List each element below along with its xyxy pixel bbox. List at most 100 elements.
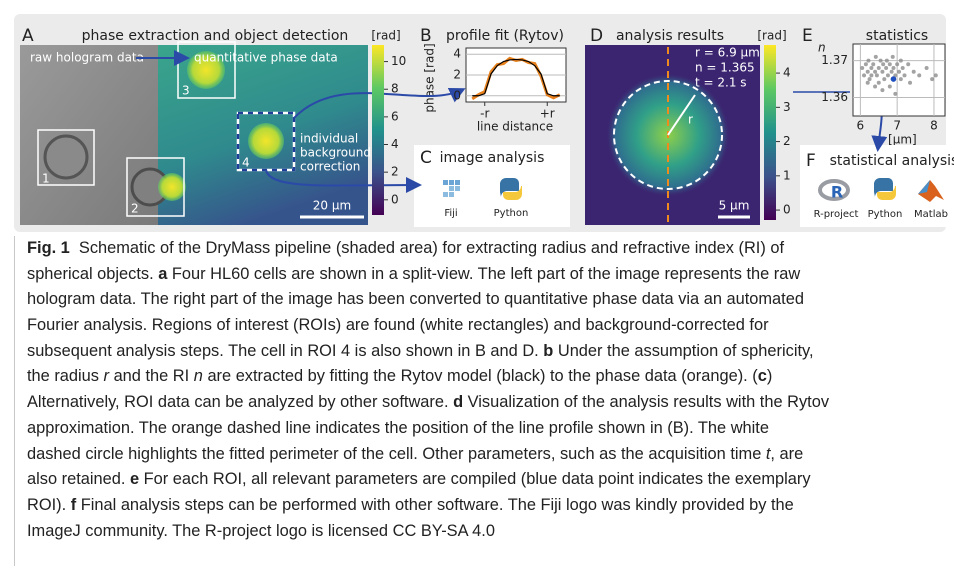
colorbar-tick-label: 3 (783, 100, 791, 114)
caption-text: For each ROI, all relevant parameters ar… (139, 470, 810, 488)
y-tick-label: 0 (453, 88, 461, 102)
data-point (875, 73, 879, 77)
tool-label: Matlab (914, 209, 948, 220)
colorbar-tick-label: 1 (783, 168, 791, 182)
caption-line: ROI). f Final analysis steps can be perf… (27, 493, 944, 519)
data-point (877, 66, 881, 70)
caption-text: Visualization of the analysis results wi… (463, 393, 829, 411)
roi-label: 2 (131, 202, 139, 216)
data-point (891, 66, 895, 70)
x-tick-label: -r (480, 107, 489, 121)
data-point (890, 70, 894, 74)
x-tick-label: 8 (930, 119, 938, 133)
python-logo (500, 178, 522, 200)
colorbar-tick-label: 0 (783, 203, 791, 217)
caption-text: , are (770, 445, 803, 463)
data-point (864, 62, 868, 66)
tool-label: Python (868, 209, 903, 220)
colorbar-tick-label: 10 (391, 54, 406, 68)
caption-text: hologram data. The right part of the ima… (27, 290, 804, 308)
caption-line: subsequent analysis steps. The cell in R… (27, 339, 944, 365)
y-tick-label: 1.37 (821, 53, 848, 67)
caption-text: ROI). (27, 496, 71, 514)
data-point (873, 84, 877, 88)
tool-label: R-project (814, 209, 859, 220)
y-axis-label: phase [rad] (423, 43, 437, 112)
panel-letter: A (22, 26, 34, 46)
data-point (934, 73, 938, 77)
panel-letter: F (806, 151, 816, 171)
roi-label: 1 (42, 172, 50, 186)
colorbar-unit: [rad] (371, 29, 400, 43)
x-axis-label: r [μm] (879, 133, 916, 147)
data-point (873, 70, 877, 74)
data-point (877, 81, 881, 85)
param: r = 6.9 μm (695, 46, 760, 60)
caption-line: approximation. The orange dashed line in… (27, 416, 944, 442)
panel-letter: B (420, 26, 432, 46)
data-point (884, 66, 888, 70)
caption-line: spherical objects. a Four HL60 cells are… (27, 262, 944, 288)
caption-line: dashed circle highlights the fitted peri… (27, 442, 944, 468)
data-point (866, 81, 870, 85)
data-point (860, 66, 864, 70)
python-logo (874, 178, 896, 200)
data-point (895, 62, 899, 66)
caption-line: Fig. 1 Schematic of the DryMass pipeline… (27, 236, 944, 262)
radius-label: r (688, 113, 693, 127)
colorbar-tick-label: 2 (391, 165, 399, 179)
colorbar-tick-label: 4 (391, 137, 399, 151)
caption-text: Final analysis steps can be performed wi… (76, 496, 794, 514)
colorbar-tick-label: 0 (391, 192, 399, 206)
data-point (903, 73, 907, 77)
x-tick-label: 7 (893, 119, 901, 133)
caption-line: Alternatively, ROI data can be analyzed … (27, 390, 944, 416)
caption-text: d (453, 393, 463, 411)
data-point (908, 81, 912, 85)
caption-text: a (158, 265, 167, 283)
x-axis-label: line distance (477, 120, 553, 134)
data-point (868, 77, 872, 81)
roi-label: 4 (242, 156, 250, 170)
caption-text: Four HL60 cells are shown in a split-vie… (167, 265, 800, 283)
param: n = 1.365 (695, 61, 755, 75)
panel-title: profile fit (Rytov) (446, 28, 564, 44)
highlight-point (891, 76, 897, 82)
data-point (880, 88, 884, 92)
caption-text: Under the assumption of sphericity, (553, 342, 813, 360)
caption-text: approximation. The orange dashed line in… (27, 419, 769, 437)
colorbar-tick-label: 6 (391, 109, 399, 123)
panel-title: statistics (866, 28, 928, 44)
correction-label: background (300, 146, 371, 160)
colorbar-unit: [rad] (757, 29, 786, 43)
caption-text: Fig. 1 (27, 239, 70, 257)
caption-text: the radius (27, 367, 104, 385)
data-point (866, 59, 870, 63)
data-point (930, 77, 934, 81)
caption-text: ) (767, 367, 772, 385)
caption-text: and the RI (109, 367, 194, 385)
tool-label: Python (494, 208, 529, 219)
roi-label: 3 (182, 84, 190, 98)
caption-text: Fourier analysis. Regions of interest (R… (27, 316, 769, 334)
correction-label: individual (300, 132, 358, 146)
data-point (866, 70, 870, 74)
tool-label: Fiji (444, 208, 457, 219)
y-tick-label: 1.36 (821, 90, 848, 104)
data-point (906, 62, 910, 66)
data-point (869, 73, 873, 77)
colorbar (372, 45, 384, 215)
cell (158, 173, 186, 201)
caption-line: ImageJ community. The R-project logo is … (27, 519, 944, 545)
colorbar-tick-label: 8 (391, 82, 399, 96)
colorbar-tick-label: 2 (783, 134, 791, 148)
caption-text: also retained. (27, 470, 130, 488)
param: t = 2.1 s (695, 76, 747, 90)
y-tick-label: 4 (453, 47, 461, 61)
data-point (897, 70, 901, 74)
y-tick-label: 2 (453, 68, 461, 82)
data-point (912, 70, 916, 74)
correction-label: correction (300, 160, 360, 174)
caption-line: Fourier analysis. Regions of interest (R… (27, 313, 944, 339)
caption-text: c (758, 367, 767, 385)
